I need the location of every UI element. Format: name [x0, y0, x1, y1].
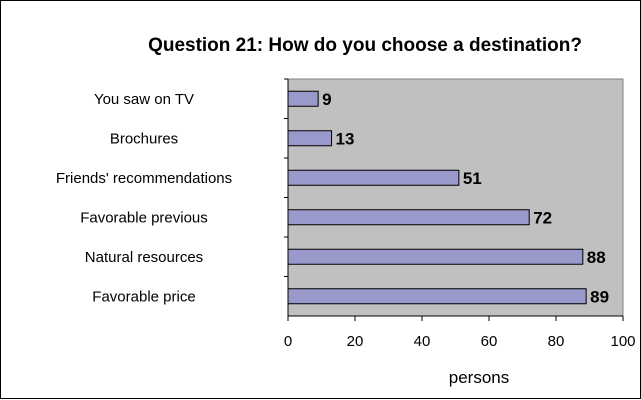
category-labels: You saw on TV Brochures Friends' recommend…	[56, 91, 232, 306]
plot-area	[287, 78, 624, 317]
data-label: 13	[336, 129, 355, 148]
category-label: Favorable previous	[80, 209, 208, 226]
data-label: 88	[587, 248, 606, 267]
x-tick-label: 60	[481, 333, 498, 350]
category-label: Friends' recommendations	[56, 170, 232, 187]
data-label: 89	[590, 287, 609, 306]
x-axis-ticks: 0 20 40 60 80 100	[284, 316, 636, 350]
x-tick-label: 20	[347, 333, 364, 350]
bars-layer: 9 13 51 72 88 89	[284, 78, 609, 306]
data-label: 51	[463, 169, 482, 188]
category-label: Favorable price	[92, 288, 195, 305]
bar	[287, 248, 584, 265]
x-tick-label: 40	[414, 333, 431, 350]
x-axis-title: persons	[449, 368, 509, 387]
bar	[287, 169, 460, 186]
x-tick-label: 80	[548, 333, 565, 350]
bar	[287, 90, 319, 107]
bar	[287, 209, 530, 226]
data-label: 72	[533, 208, 552, 227]
bar	[287, 130, 333, 147]
x-tick-label: 0	[284, 333, 292, 350]
x-tick-label: 100	[610, 333, 635, 350]
category-label: Natural resources	[85, 249, 203, 266]
category-label: Brochures	[110, 130, 178, 147]
chart-title: Question 21: How do you choose a destina…	[148, 35, 582, 56]
category-label: You saw on TV	[94, 91, 194, 108]
bar	[287, 288, 587, 305]
data-label: 9	[322, 90, 331, 109]
